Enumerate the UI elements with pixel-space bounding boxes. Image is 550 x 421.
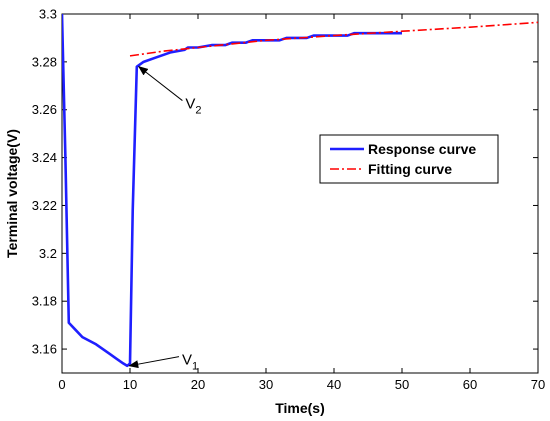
x-tick-label: 50 bbox=[395, 377, 409, 392]
x-tick-label: 60 bbox=[463, 377, 477, 392]
y-tick-label: 3.16 bbox=[32, 342, 57, 357]
plot-area: 0 10 20 30 40 50 60 70 3.16 3.18 3.2 3.22 3.24 3.26 3.… bbox=[4, 7, 545, 417]
annotation-label-v2: V2 bbox=[185, 96, 201, 117]
annotation-arrow-2 bbox=[128, 356, 180, 369]
y-tick-label: 3.24 bbox=[32, 150, 57, 165]
y-axis-label: Terminal voltage(V) bbox=[4, 129, 20, 258]
x-tick-label: 40 bbox=[327, 377, 341, 392]
x-tick-label: 0 bbox=[58, 377, 65, 392]
annotation-arrow-1 bbox=[138, 66, 183, 101]
x-tick-label: 30 bbox=[259, 377, 273, 392]
y-tick-label: 3.28 bbox=[32, 54, 57, 69]
legend-label-2: Fitting curve bbox=[368, 161, 452, 177]
response-curve-line bbox=[62, 14, 402, 368]
x-tick-label: 10 bbox=[123, 377, 137, 392]
x-tick-label: 70 bbox=[531, 377, 545, 392]
legend-label-1: Response curve bbox=[368, 141, 476, 157]
y-tick-label: 3.3 bbox=[39, 7, 57, 22]
axes-box bbox=[61, 13, 539, 374]
x-axis-label: Time(s) bbox=[275, 400, 325, 416]
fitting-curve-line bbox=[129, 21, 538, 57]
y-tick-label: 3.22 bbox=[32, 198, 57, 213]
y-tick-label: 3.26 bbox=[32, 102, 57, 117]
x-tick-label: 20 bbox=[191, 377, 205, 392]
legend-box bbox=[319, 134, 499, 184]
y-tick-label: 3.18 bbox=[32, 294, 57, 309]
y-tick-label: 3.2 bbox=[39, 246, 57, 261]
annotation-label-v1: V1 bbox=[182, 352, 198, 373]
series-layer bbox=[62, 14, 538, 368]
